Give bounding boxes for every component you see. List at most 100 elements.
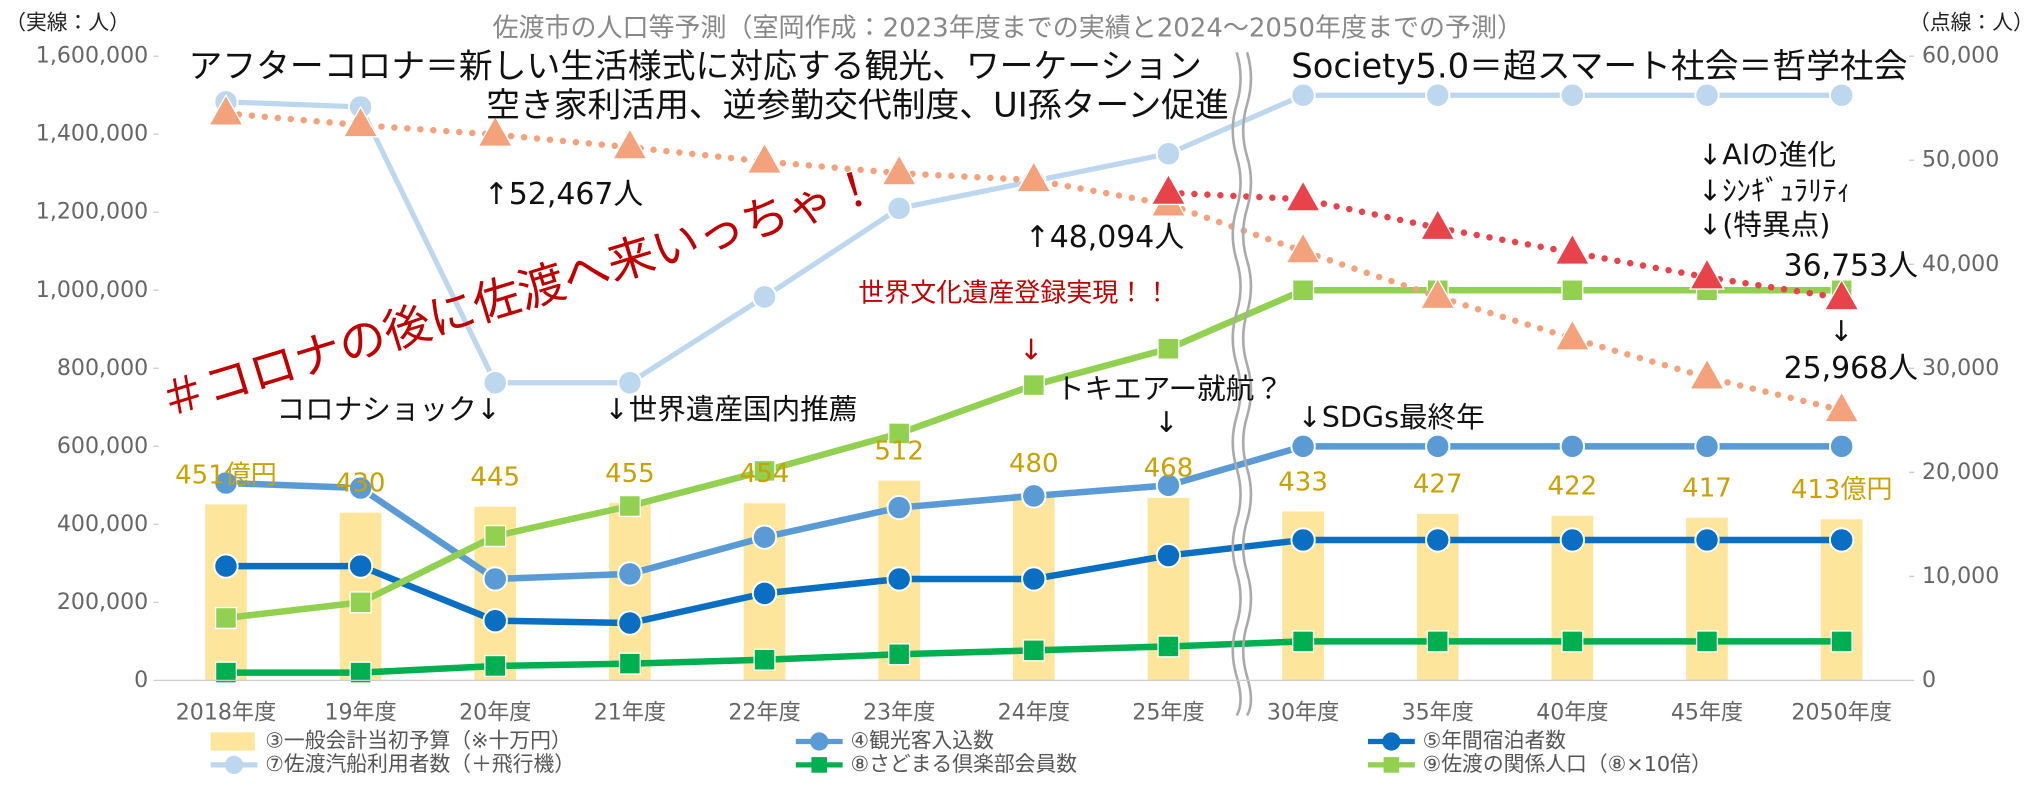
data-label: 468 bbox=[1144, 454, 1194, 484]
point bbox=[1426, 630, 1449, 653]
point bbox=[1561, 279, 1584, 302]
point bbox=[1290, 433, 1316, 459]
point bbox=[753, 648, 776, 671]
y-tick-label: 1,000,000 bbox=[36, 277, 148, 303]
y2-tick-label: 50,000 bbox=[1922, 147, 1999, 173]
point bbox=[349, 591, 372, 614]
point bbox=[1559, 433, 1586, 459]
y2-axis-label: （点線：人） bbox=[1909, 11, 2034, 35]
axis-break bbox=[1241, 51, 1253, 717]
point bbox=[751, 524, 778, 550]
axis-break bbox=[1231, 51, 1242, 717]
point bbox=[751, 284, 778, 310]
data-label: ↑52,467人 bbox=[484, 177, 644, 212]
point bbox=[1285, 231, 1322, 264]
data-label: 413億円 bbox=[1791, 475, 1893, 505]
legend-label: ⑦佐渡汽船利用者数（＋飛行機） bbox=[265, 752, 575, 776]
legend-label: ⑨佐渡の関係人口（⑧×10倍） bbox=[1423, 752, 1712, 776]
x-tick-label: 40年度 bbox=[1536, 699, 1608, 725]
point bbox=[347, 553, 374, 579]
x-tick-label: 23年度 bbox=[863, 699, 935, 725]
legend-label: ④観光客入込数 bbox=[850, 729, 994, 753]
point bbox=[1425, 433, 1451, 459]
x-tick-label: 22年度 bbox=[728, 699, 800, 725]
point bbox=[1695, 630, 1719, 653]
point bbox=[617, 610, 643, 636]
point bbox=[1419, 277, 1456, 310]
data-label: 417 bbox=[1682, 474, 1732, 504]
point bbox=[1285, 179, 1322, 212]
bar bbox=[609, 502, 651, 681]
legend-item: ④観光客入込数 bbox=[795, 729, 994, 753]
chart-title: 佐渡市の人口等予測（室岡作成：2023年度までの実績と2024～2050年度まで… bbox=[493, 13, 1524, 43]
data-label: 454 bbox=[740, 459, 790, 489]
point bbox=[618, 494, 641, 518]
data-label: 445 bbox=[470, 463, 520, 493]
point bbox=[1559, 82, 1586, 108]
point bbox=[1155, 141, 1182, 167]
legend-marker bbox=[1382, 732, 1401, 751]
y2-tick-label: 0 bbox=[1922, 667, 1936, 693]
annotation: ↓(特異点) bbox=[1698, 208, 1830, 242]
y-tick-label: 1,200,000 bbox=[36, 199, 148, 225]
y-tick-label: 800,000 bbox=[57, 355, 148, 381]
y-tick-label: 400,000 bbox=[57, 511, 148, 537]
data-label: 25,968人 bbox=[1784, 351, 1919, 386]
data-label: 422 bbox=[1548, 472, 1598, 502]
point bbox=[1157, 635, 1180, 658]
point bbox=[617, 561, 643, 587]
point bbox=[1425, 527, 1451, 553]
annotation: ↓AIの進化 bbox=[1698, 137, 1836, 171]
annotation: ↓世界遺産国内推薦 bbox=[605, 392, 858, 426]
x-tick-label: 35年度 bbox=[1402, 699, 1474, 725]
point bbox=[349, 661, 372, 684]
data-label: 480 bbox=[1009, 449, 1059, 479]
plot bbox=[205, 82, 1863, 684]
point bbox=[746, 142, 783, 174]
point bbox=[214, 661, 238, 684]
legend-item: ⑨佐渡の関係人口（⑧×10倍） bbox=[1368, 752, 1712, 776]
x-tick-label: 30年度 bbox=[1267, 699, 1339, 725]
point bbox=[1292, 630, 1315, 653]
point bbox=[1021, 483, 1047, 509]
x-tick-label: 24年度 bbox=[998, 699, 1070, 725]
point bbox=[1425, 82, 1451, 108]
point bbox=[1419, 208, 1456, 241]
x-tick-label: 45年度 bbox=[1671, 699, 1743, 725]
annotation: トキエアー就航？ bbox=[1056, 371, 1283, 405]
data-label: 427 bbox=[1413, 470, 1463, 500]
point bbox=[477, 115, 514, 147]
series bbox=[213, 433, 1855, 592]
y2-tick-label: 30,000 bbox=[1922, 355, 1999, 381]
point bbox=[1554, 318, 1591, 351]
series bbox=[214, 279, 1853, 630]
legend-label: ⑧さどまる倶楽部会員数 bbox=[850, 752, 1077, 776]
point bbox=[1155, 472, 1182, 499]
point bbox=[1157, 337, 1180, 360]
point bbox=[1155, 542, 1182, 569]
point bbox=[888, 643, 911, 666]
legend-marker bbox=[811, 757, 828, 773]
bar bbox=[205, 504, 247, 681]
point bbox=[1015, 160, 1052, 193]
y-tick-label: 1,600,000 bbox=[36, 43, 148, 69]
annotation: アフターコロナ＝新しい生活様式に対応する観光、ワーケーション bbox=[189, 46, 1202, 85]
point bbox=[1561, 630, 1584, 653]
y2-tick-label: 20,000 bbox=[1922, 459, 1999, 485]
legend-item: ⑦佐渡汽船利用者数（＋飛行機） bbox=[210, 752, 575, 776]
annotation: コロナショック↓ bbox=[277, 392, 501, 426]
x-tick-label: 19年度 bbox=[324, 699, 396, 725]
point bbox=[482, 370, 508, 396]
y2-tick-label: 40,000 bbox=[1922, 251, 1999, 277]
point bbox=[1828, 82, 1855, 108]
point bbox=[1823, 278, 1860, 311]
point bbox=[1828, 527, 1855, 553]
point bbox=[886, 195, 912, 222]
series bbox=[1150, 173, 1860, 311]
x-tick-label: 2018年度 bbox=[176, 699, 276, 725]
y2-tick-label: 60,000 bbox=[1922, 43, 1999, 69]
y-tick-label: 600,000 bbox=[57, 433, 148, 459]
point bbox=[1694, 527, 1720, 553]
point bbox=[618, 652, 641, 675]
